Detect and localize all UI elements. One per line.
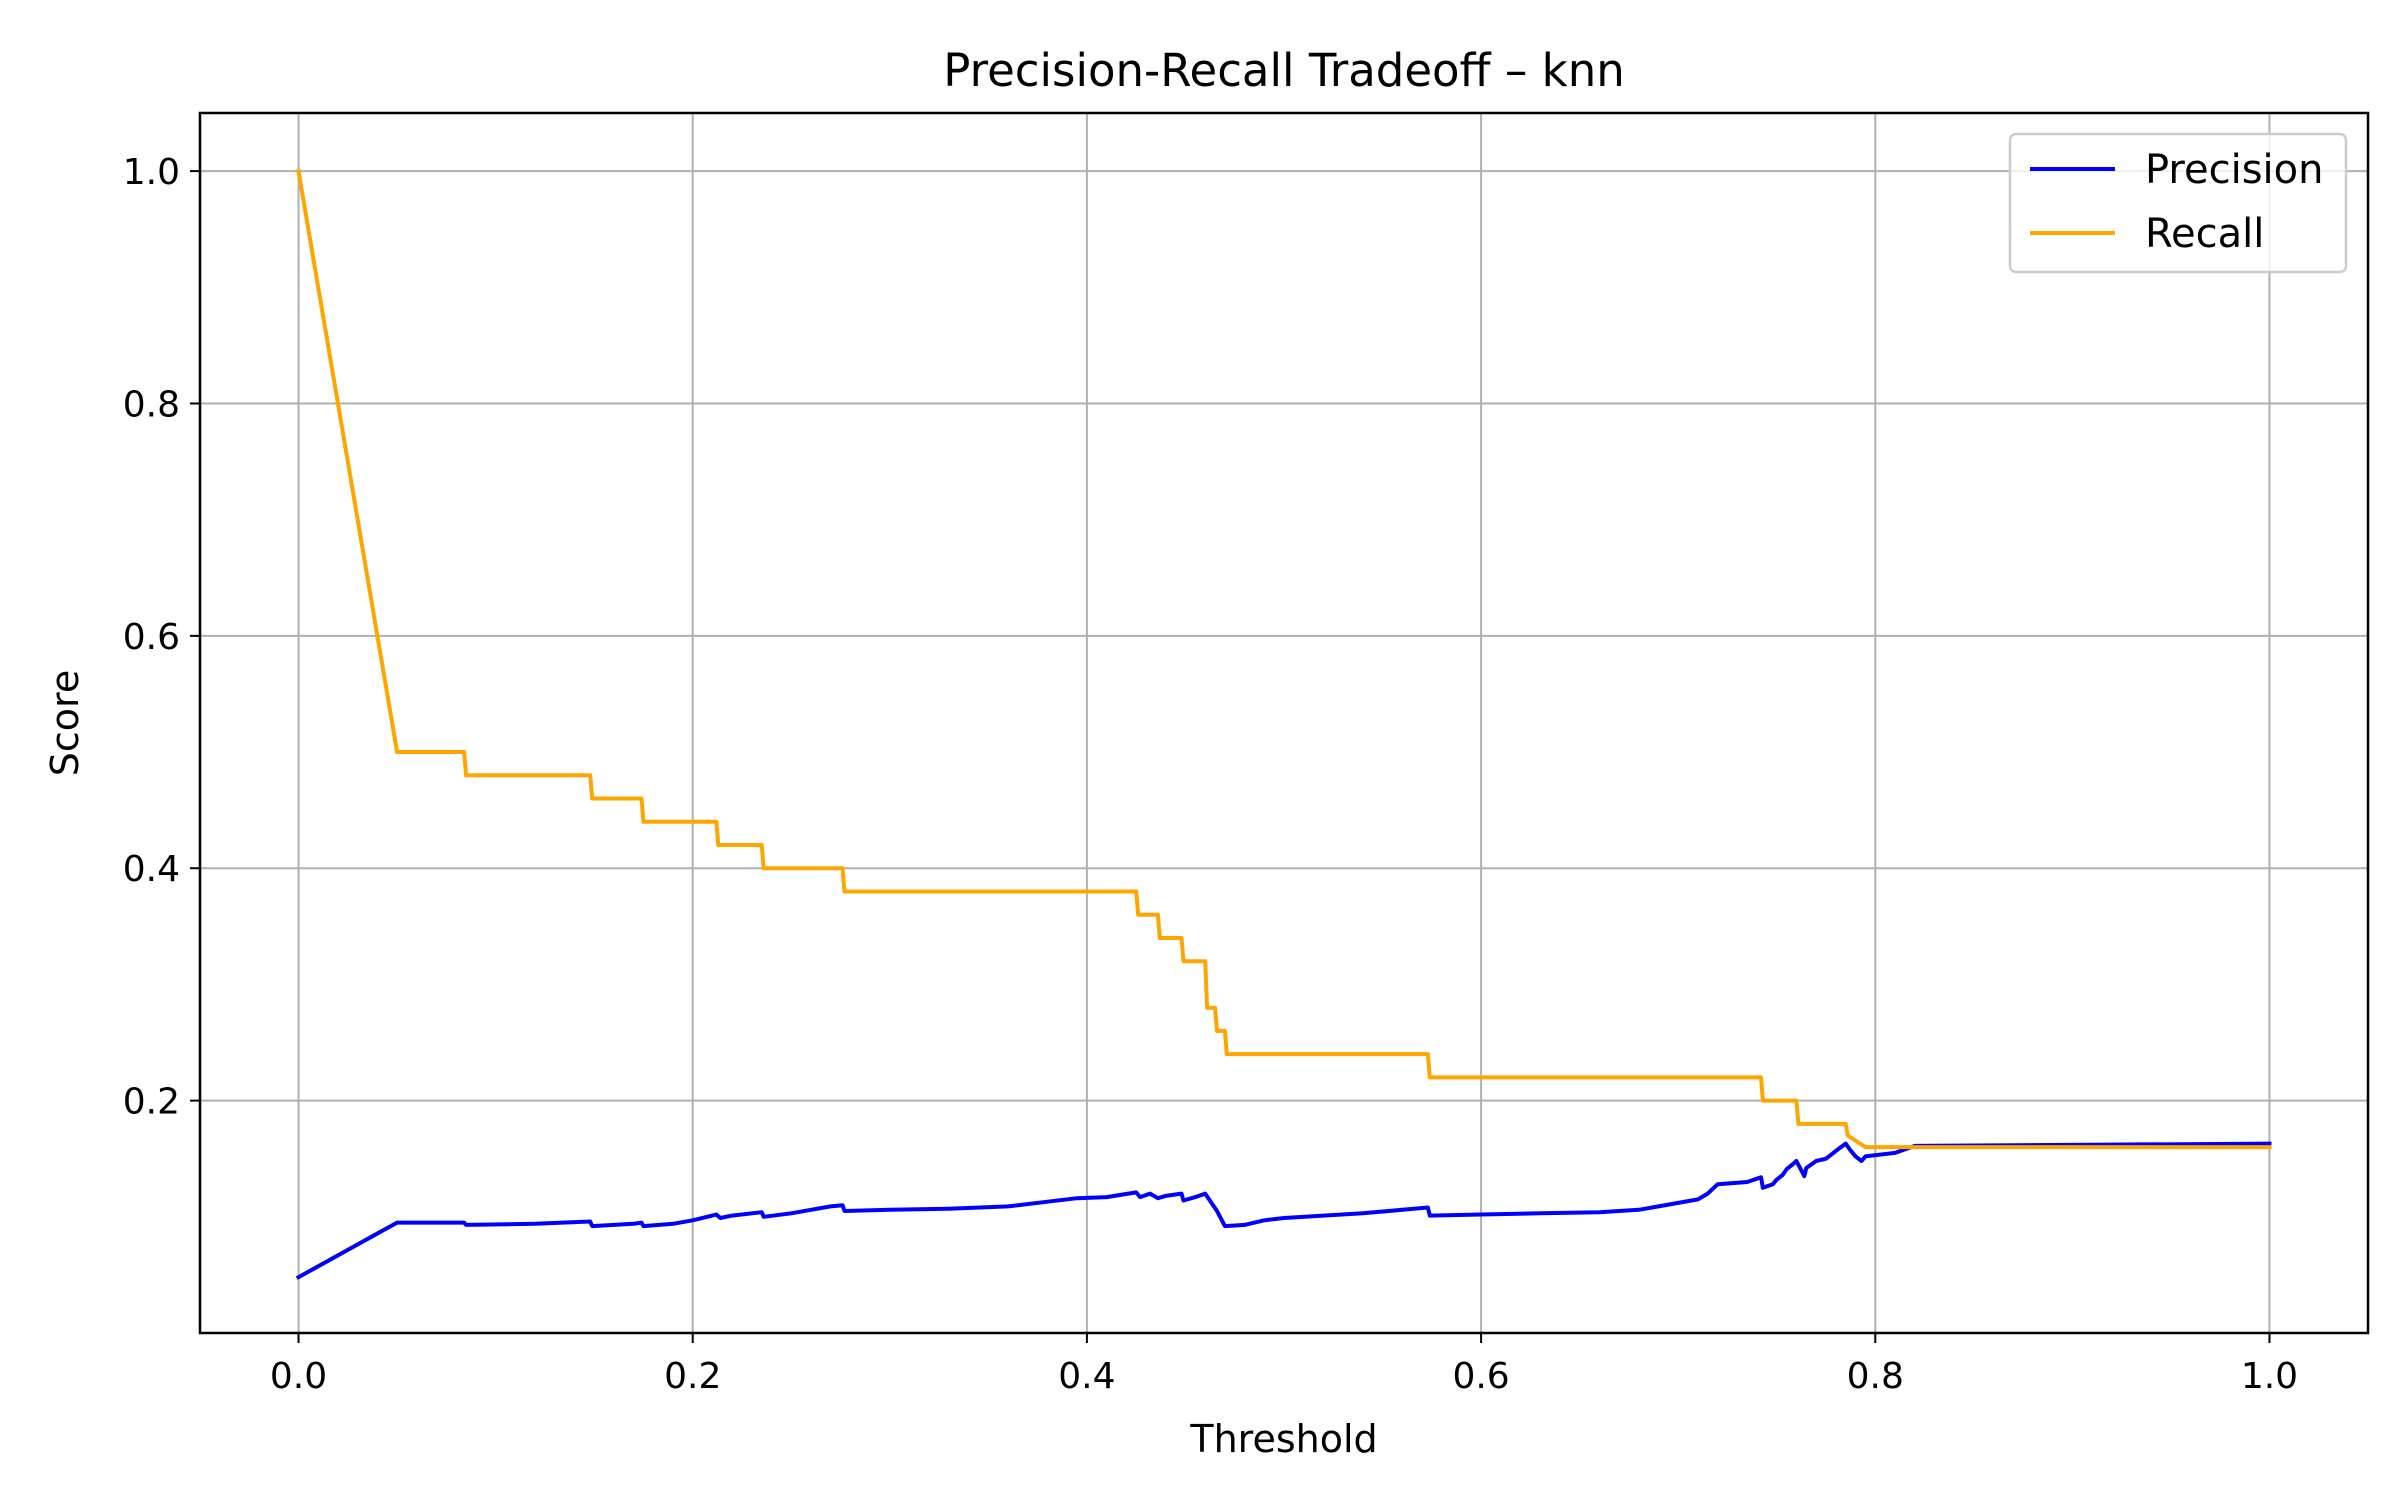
series-line-precision	[295, 1141, 2272, 1280]
chart-title: Precision-Recall Tradeoff – knn	[943, 44, 1625, 97]
plot-area	[295, 168, 2272, 1280]
x-axis-label: Threshold	[1189, 1417, 1377, 1461]
legend-label-recall: Recall	[2145, 211, 2264, 257]
series-line-recall	[296, 168, 2272, 1150]
y-axis-label: Score	[43, 670, 87, 776]
grid	[200, 113, 2368, 1333]
y-tick-label: 0.2	[123, 1082, 180, 1123]
x-tick-label: 0.2	[664, 1356, 721, 1397]
x-tick-label: 0.8	[1847, 1356, 1904, 1397]
plot-frame	[198, 111, 2370, 1335]
x-tick-label: 1.0	[2241, 1356, 2298, 1397]
series-lines	[295, 168, 2272, 1280]
ticks: 0.0 0.2 0.4 0.6 0.8 1.0 0.2 0.4 0.6 0.8 1.0	[123, 152, 2298, 1397]
x-tick-label: 0.4	[1058, 1356, 1115, 1397]
y-tick-label: 0.8	[123, 384, 180, 425]
y-tick-label: 0.4	[123, 849, 180, 890]
y-tick-label: 0.6	[123, 617, 180, 658]
y-tick-label: 1.0	[123, 152, 180, 193]
legend: Precision Recall	[2008, 132, 2348, 274]
x-tick-label: 0.0	[270, 1356, 327, 1397]
x-tick-label: 0.6	[1452, 1356, 1509, 1397]
legend-label-precision: Precision	[2145, 147, 2323, 193]
